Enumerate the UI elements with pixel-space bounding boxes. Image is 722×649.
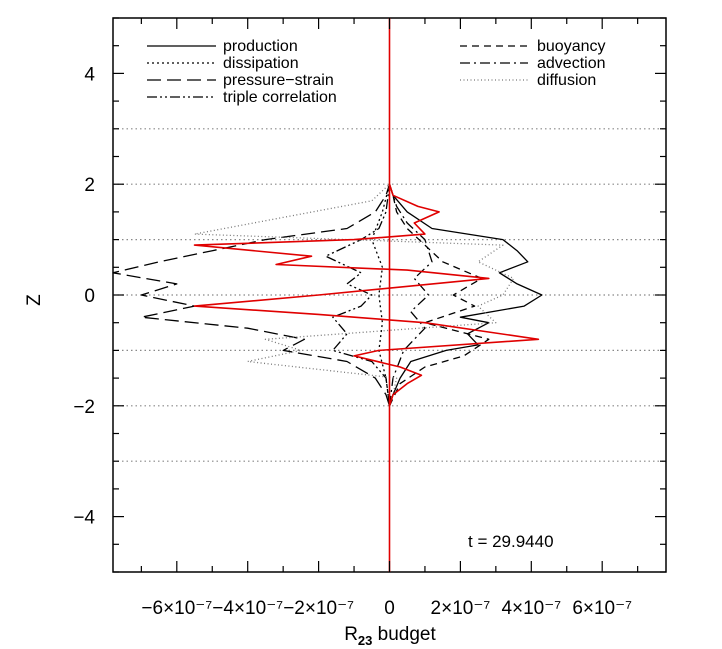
y-tick-label-1: 2 bbox=[84, 175, 95, 196]
x-axis-label-sub: 23 bbox=[358, 633, 372, 648]
legend-label-left-1: dissipation bbox=[223, 55, 299, 72]
x-axis-label: R23 budget bbox=[344, 624, 436, 648]
series-line-production bbox=[388, 184, 543, 406]
y-tick-label-4: −4 bbox=[73, 508, 95, 529]
series-line-total bbox=[193, 183, 540, 407]
x-axis-label-rest: budget bbox=[372, 624, 436, 645]
y-tick-label-2: 0 bbox=[84, 286, 95, 307]
axis-ticks bbox=[113, 17, 666, 573]
y-tick-label-3: −2 bbox=[73, 397, 95, 418]
legend-label-right-1: advection bbox=[537, 55, 606, 72]
series-line-buoyancy bbox=[388, 184, 490, 407]
x-tick-label-2: −2×10⁻⁷ bbox=[283, 598, 354, 619]
series-lines bbox=[112, 18, 543, 572]
legend-label-right-0: buoyancy bbox=[537, 38, 606, 55]
y-axis-label: Z bbox=[24, 294, 45, 306]
x-tick-label-5: 4×10⁻⁷ bbox=[501, 598, 561, 619]
legend-label-right-2: diffusion bbox=[537, 72, 596, 89]
legend-label-left-2: pressure−strain bbox=[223, 72, 334, 89]
x-tick-label-6: 6×10⁻⁷ bbox=[572, 598, 632, 619]
legend: productiondissipationpressure−straintrip… bbox=[147, 38, 606, 106]
x-axis-label-main: R bbox=[344, 624, 358, 645]
x-tick-label-3: 0 bbox=[384, 598, 395, 619]
series-line-diffusion bbox=[193, 183, 515, 406]
x-tick-labels: −6×10⁻⁷ −4×10⁻⁷ −2×10⁻⁷ 0 2×10⁻⁷ 4×10⁻⁷ 6×10⁻⁷ bbox=[141, 598, 632, 619]
x-tick-label-0: −6×10⁻⁷ bbox=[141, 598, 212, 619]
legend-label-left-3: triple correlation bbox=[223, 89, 337, 106]
y-tick-label-0: 4 bbox=[84, 64, 95, 85]
series-line-triple-correlation bbox=[325, 184, 391, 406]
series-line-pressure-strain bbox=[112, 184, 391, 406]
x-tick-label-1: −4×10⁻⁷ bbox=[212, 598, 283, 619]
time-annotation: t = 29.9440 bbox=[468, 532, 554, 551]
legend-label-left-0: production bbox=[223, 38, 298, 55]
x-tick-label-4: 2×10⁻⁷ bbox=[431, 598, 491, 619]
series-line-advection bbox=[388, 184, 433, 406]
y-tick-labels: 4 2 0 −2 −4 bbox=[73, 64, 95, 528]
